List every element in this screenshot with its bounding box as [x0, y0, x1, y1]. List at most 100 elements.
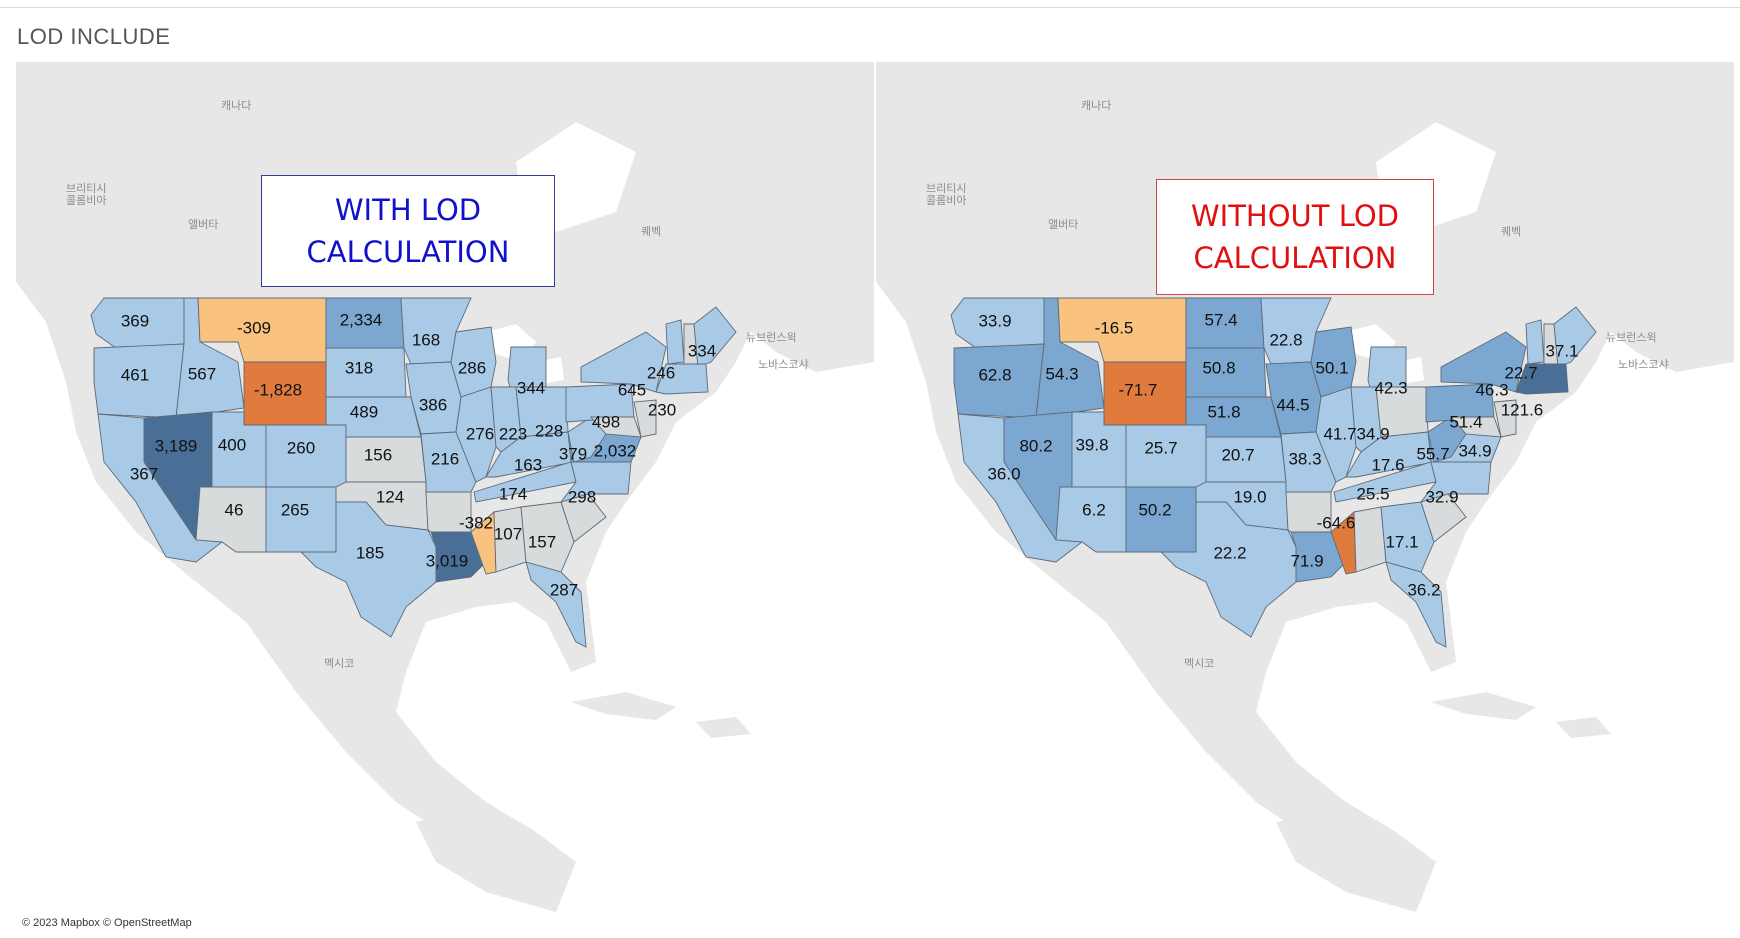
state-label-va: 34.9	[1458, 441, 1491, 460]
state-nj[interactable]	[1493, 399, 1517, 438]
state-label-ca: 36.0	[987, 464, 1020, 483]
basemap-label-canada: 캐나다	[1081, 99, 1111, 112]
state-label-ny: 46.3	[1475, 380, 1508, 399]
state-fl[interactable]	[525, 561, 587, 648]
state-label-ne: 489	[350, 402, 378, 421]
state-vt[interactable]	[665, 319, 685, 365]
state-label-nm: 50.2	[1138, 500, 1171, 519]
state-label-tx: 185	[356, 543, 384, 562]
state-shapes	[90, 297, 737, 648]
state-label-tn: 25.5	[1356, 484, 1389, 503]
basemap-label-alberta: 앨버타	[1048, 218, 1078, 231]
state-label-pa: 51.4	[1449, 412, 1482, 431]
state-ga[interactable]	[1380, 501, 1435, 573]
state-label-id: 54.3	[1045, 364, 1078, 383]
state-label-fl: 287	[550, 580, 578, 599]
state-label-id: 567	[188, 364, 216, 383]
state-label-pa: 498	[592, 412, 620, 431]
basemap-label-quebec: 퀘벡	[641, 225, 661, 238]
state-label-wi: 50.1	[1315, 358, 1348, 377]
state-label-ks: 156	[364, 445, 392, 464]
state-label-mo: 38.3	[1288, 449, 1321, 468]
map-attribution[interactable]: © 2023 Mapbox © OpenStreetMap	[22, 917, 192, 929]
callout-without-lod: WITHOUT LOD CALCULATION	[1156, 179, 1434, 295]
state-label-in: 34.9	[1356, 424, 1389, 443]
state-md[interactable]	[1450, 416, 1502, 438]
hispaniola	[696, 717, 751, 738]
map-with-lod[interactable]: 캐나다브리티시콜롬비아앨버타온타리오퀘벡멕시코뉴브런스윅노바스코샤3694613…	[16, 62, 874, 933]
map-without-lod[interactable]: 캐나다브리티시콜롬비아앨버타온타리오퀘벡멕시코뉴브런스윅노바스코샤33.962.…	[876, 62, 1734, 933]
state-label-il: 276	[466, 424, 494, 443]
basemap-label-canada: 캐나다	[221, 99, 251, 112]
state-label-ny: 645	[618, 380, 646, 399]
state-label-wa: 369	[121, 311, 149, 330]
state-label-wi: 286	[458, 358, 486, 377]
state-tx[interactable]	[299, 501, 437, 638]
state-label-wv: 55.7	[1416, 444, 1449, 463]
basemap-label-alberta: 앨버타	[188, 218, 218, 231]
state-label-nv: 3,189	[155, 436, 198, 455]
callout-with-lod: WITH LOD CALCULATION	[261, 175, 555, 287]
state-labels: 369 461 367 567 3,189 -309 -1,828 400 46 260 265 2,…	[121, 310, 716, 599]
top-divider	[0, 7, 1740, 8]
basemap-label-british-columbia: 콜롬비아	[66, 194, 106, 207]
state-label-al: 107	[494, 524, 522, 543]
state-label-nc: 298	[568, 487, 596, 506]
state-ga[interactable]	[520, 501, 575, 573]
state-label-ut: 400	[218, 435, 246, 454]
state-label-ok: 19.0	[1233, 487, 1266, 506]
state-or[interactable]	[93, 343, 185, 419]
state-label-fl: 36.2	[1407, 580, 1440, 599]
state-label-in: 223	[499, 424, 527, 443]
callout-with-lod-text: WITH LOD CALCULATION	[306, 193, 510, 269]
state-al[interactable]	[1353, 506, 1387, 573]
state-label-wa: 33.9	[978, 311, 1011, 330]
state-ma[interactable]	[1515, 363, 1569, 395]
state-label-wy: -71.7	[1119, 380, 1158, 399]
state-label-ms: -64.6	[1317, 513, 1356, 532]
state-label-la: 3,019	[426, 551, 469, 570]
state-label-mn: 22.8	[1269, 330, 1302, 349]
state-label-ma: 230	[648, 400, 676, 419]
state-vt[interactable]	[1525, 319, 1545, 365]
state-fl[interactable]	[1385, 561, 1447, 648]
state-label-mt: -16.5	[1095, 318, 1134, 337]
state-label-or: 461	[121, 365, 149, 384]
state-me[interactable]	[1553, 306, 1597, 368]
state-label-ga: 17.1	[1385, 532, 1418, 551]
state-or[interactable]	[953, 343, 1045, 419]
dashboard-title: LOD INCLUDE	[17, 24, 171, 49]
state-md[interactable]	[590, 416, 642, 438]
state-label-nd: 2,334	[340, 310, 383, 329]
cuba	[571, 692, 676, 720]
state-ma[interactable]	[655, 363, 709, 395]
state-label-il: 41.7	[1323, 424, 1356, 443]
state-label-ky: 17.6	[1371, 455, 1404, 474]
state-label-ms: -382	[459, 513, 493, 532]
state-label-me: 37.1	[1545, 341, 1578, 360]
map-without-lod-svg[interactable]: 캐나다브리티시콜롬비아앨버타온타리오퀘벡멕시코뉴브런스윅노바스코샤33.962.…	[876, 62, 1734, 933]
state-label-ga: 157	[528, 532, 556, 551]
basemap-label-new-brunswick: 뉴브런스윅	[1606, 331, 1657, 344]
state-nm[interactable]	[1125, 486, 1197, 553]
basemap-label-quebec: 퀘벡	[1501, 225, 1521, 238]
basemap-label-british-columbia: 브리티시	[66, 182, 106, 195]
state-label-tn: 174	[499, 484, 527, 503]
state-me[interactable]	[693, 306, 737, 368]
state-label-mn: 168	[412, 330, 440, 349]
state-tx[interactable]	[1159, 501, 1297, 638]
basemap-label-mexico: 멕시코	[1184, 657, 1214, 670]
state-label-ne: 51.8	[1207, 402, 1240, 421]
state-label-mi: 42.3	[1374, 378, 1407, 397]
state-label-vt: 22.7	[1504, 363, 1537, 382]
state-label-mt: -309	[237, 318, 271, 337]
state-label-sd: 50.8	[1202, 358, 1235, 377]
state-nm[interactable]	[265, 486, 337, 553]
basemap-label-mexico: 멕시코	[324, 657, 354, 670]
central-america	[1276, 807, 1436, 912]
basemap-label-nova-scotia: 노바스코샤	[1618, 358, 1669, 371]
state-label-nd: 57.4	[1204, 310, 1237, 329]
callout-without-lod-text: WITHOUT LOD CALCULATION	[1190, 199, 1399, 275]
state-labels: 33.9 62.8 36.0 54.3 80.2 -16.5 -71.7 39.8 6.2 25.…	[978, 310, 1578, 599]
state-nj[interactable]	[633, 399, 657, 438]
